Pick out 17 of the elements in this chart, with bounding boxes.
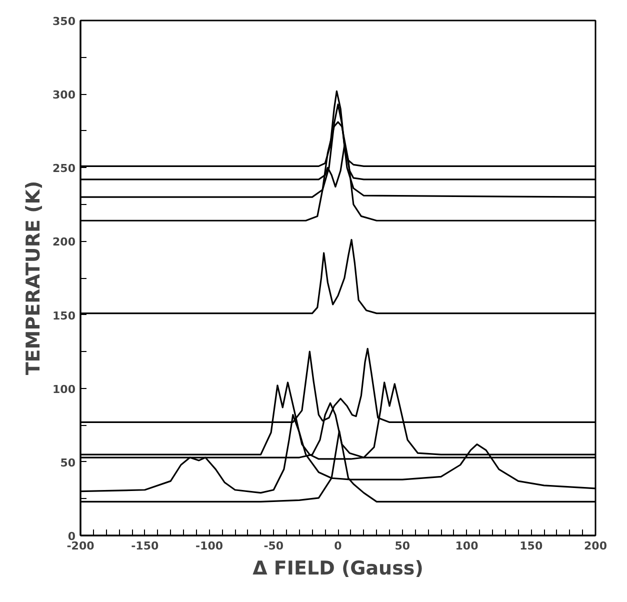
y-tick-label: 100 xyxy=(52,382,76,396)
x-tick-label: 150 xyxy=(520,540,543,552)
x-tick-label: 50 xyxy=(394,540,410,552)
x-tick-label: -50 xyxy=(264,540,284,552)
y-tick-label: 200 xyxy=(52,236,76,249)
x-tick-label: -100 xyxy=(195,540,224,552)
x-tick-label: 0 xyxy=(334,540,342,552)
y-tick-label: 250 xyxy=(52,162,76,176)
x-tick-label: 100 xyxy=(455,540,479,552)
x-tick-label: 200 xyxy=(584,540,608,552)
y-tick-label: 350 xyxy=(52,15,76,28)
y-axis-title: TEMPERATURE (K) xyxy=(22,180,45,376)
x-tick-label: -150 xyxy=(131,540,159,552)
x-axis-title: Δ FIELD (Gauss) xyxy=(252,558,424,580)
y-tick-label: 150 xyxy=(52,309,76,322)
y-tick-label: 50 xyxy=(60,456,76,470)
y-tick-label: 300 xyxy=(52,88,76,102)
